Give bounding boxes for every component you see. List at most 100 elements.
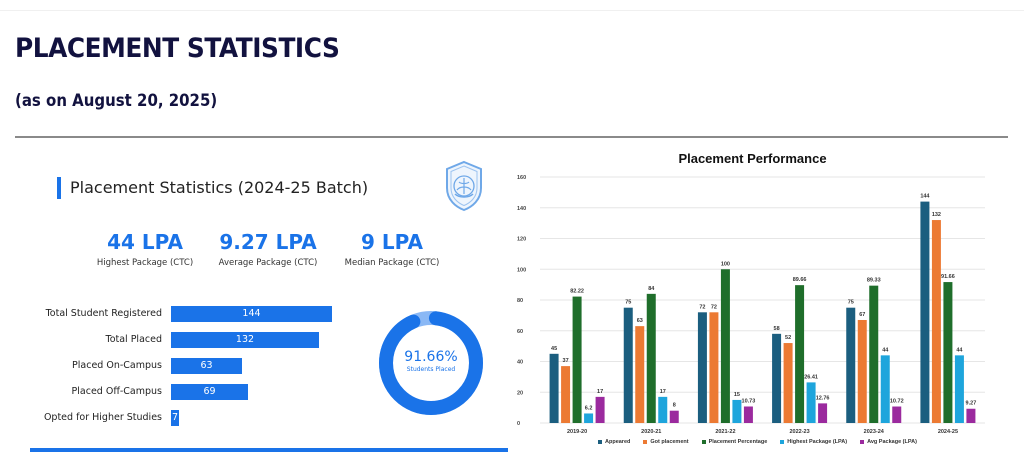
y-tick-label: 20 [517, 390, 523, 396]
y-tick-label: 140 [517, 206, 526, 212]
bar [646, 293, 656, 423]
legend-item-appeared: Appeared [598, 439, 630, 445]
data-label: 75 [848, 300, 854, 306]
y-tick-label: 160 [517, 175, 526, 181]
page-subtitle: (as on August 20, 2025) [15, 91, 218, 111]
bar [658, 396, 668, 423]
legend-swatch [701, 440, 706, 444]
legend-swatch [860, 440, 865, 444]
bar-label: Placed On-Campus [72, 360, 162, 371]
bar [943, 282, 953, 423]
bar [869, 285, 879, 423]
legend-swatch [598, 440, 602, 444]
data-label: 72 [699, 304, 705, 310]
data-label: 132 [932, 212, 941, 218]
legend-swatch [780, 440, 785, 444]
bar-label: Opted for Higher Studies [43, 412, 162, 423]
bar-label: Total Placed [105, 334, 163, 345]
kpi-label: Median Package (CTC) [344, 258, 440, 268]
bar-label: Placed Off-Campus [71, 386, 162, 397]
legend-item-placement-percentage: Placement Percentage [701, 439, 768, 445]
kpi-value: 9 LPA [361, 230, 423, 254]
data-label: 44 [882, 347, 889, 353]
bar: 69 [171, 384, 248, 400]
legend-label: Avg Package (LPA) [867, 439, 917, 445]
legend-label: Got placement [650, 439, 689, 445]
data-label: 52 [785, 335, 791, 341]
legend-item-got-placement: Got placement [643, 439, 689, 445]
bar [846, 307, 856, 423]
data-label: 72 [711, 304, 717, 310]
kpi-median-package: 9 LPA Median Package (CTC) [322, 230, 462, 268]
batch-summary-panel: Placement Statistics (2024-25 Batch) 44 … [30, 150, 510, 460]
data-label: 9.27 [966, 401, 977, 407]
data-label: 84 [648, 286, 655, 292]
data-label: 89.66 [793, 277, 807, 283]
panel-bottom-bar [30, 448, 508, 452]
data-label: 10.73 [742, 399, 756, 405]
data-label: 15 [734, 392, 740, 398]
bar [920, 201, 930, 423]
data-label: 44 [956, 347, 963, 353]
kpi-highest-package: 44 LPA Highest Package (CTC) [75, 230, 215, 268]
legend-item-highest-package: Highest Package (LPA) [780, 439, 847, 445]
bar [720, 269, 730, 423]
bar [931, 220, 941, 423]
legend-label: Placement Percentage [708, 439, 768, 445]
bar [818, 403, 828, 423]
legend-label: Highest Package (LPA) [787, 439, 848, 445]
x-tick-label: 2022-23 [789, 429, 809, 435]
bar [623, 307, 633, 423]
y-tick-label: 60 [517, 329, 523, 335]
kpi-average-package: 9.27 LPA Average Package (CTC) [198, 230, 338, 268]
y-tick-label: 80 [517, 298, 523, 304]
data-label: 26.41 [804, 374, 818, 380]
bar: 144 [171, 306, 332, 322]
bar [743, 406, 753, 423]
data-label: 17 [660, 389, 666, 395]
chart-labels: 0 20 40 60 80 100 120 140 160 45 37 82.22 6.2 17 2019-… [517, 175, 976, 435]
bar: 7 [171, 410, 179, 426]
data-label: 12.76 [816, 395, 830, 401]
data-label: 37 [563, 358, 569, 364]
y-tick-label: 100 [517, 267, 526, 273]
bar [669, 410, 679, 423]
bar [783, 343, 793, 423]
bar [954, 355, 964, 423]
data-label: 17 [597, 389, 603, 395]
data-label: 63 [637, 318, 643, 324]
bar [561, 366, 571, 423]
bar-row-higher-studies: Opted for Higher Studies 7 [30, 410, 360, 428]
chart-legend: Appeared Got placement Placement Percent… [598, 439, 917, 445]
bar: 63 [171, 358, 242, 374]
x-tick-label: 2023-24 [864, 429, 885, 435]
data-label: 10.72 [890, 399, 904, 405]
bar [549, 353, 559, 423]
data-label: 45 [551, 346, 557, 352]
placement-performance-chart: 0 20 40 60 80 100 120 140 160 45 37 82.22 6.2 17 2019-… [517, 175, 985, 435]
bar [584, 413, 594, 423]
bar [709, 312, 719, 423]
bar-row-on-campus: Placed On-Campus 63 [30, 358, 360, 376]
donut-caption: Students Placed [406, 366, 456, 373]
bar [635, 326, 645, 423]
chart-gridlines [540, 176, 985, 424]
y-tick-label: 120 [517, 237, 526, 243]
legend-item-avg-package: Avg Package (LPA) [860, 439, 917, 445]
bar [966, 408, 976, 423]
data-label: 91.66 [941, 274, 955, 280]
data-label: 67 [859, 312, 865, 318]
x-tick-label: 2021-22 [715, 429, 735, 435]
kpi-label: Average Package (CTC) [218, 258, 318, 268]
chart-title: Placement Performance [678, 151, 827, 166]
data-label: 6.2 [585, 405, 593, 411]
college-crest-icon [446, 160, 482, 212]
y-tick-label: 0 [517, 421, 520, 427]
header-separator [15, 136, 1008, 138]
top-rule [0, 10, 1024, 11]
bar [795, 285, 805, 423]
bar-row-total-registered: Total Student Registered 144 [30, 306, 360, 324]
bar [892, 406, 902, 423]
data-label: 144 [920, 194, 930, 200]
data-label: 58 [774, 326, 780, 332]
